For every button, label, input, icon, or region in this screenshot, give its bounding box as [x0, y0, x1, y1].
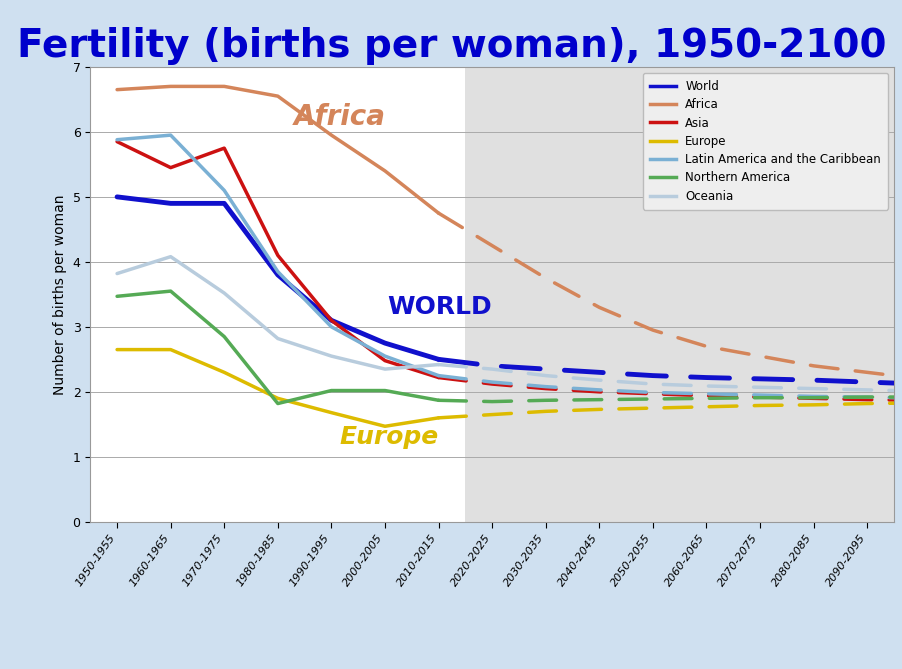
- Text: Fertility (births per woman), 1950-2100: Fertility (births per woman), 1950-2100: [17, 27, 885, 65]
- Bar: [465, 67, 893, 522]
- Legend: World, Africa, Asia, Europe, Latin America and the Caribbean, Northern America, : World, Africa, Asia, Europe, Latin Ameri…: [642, 73, 887, 210]
- Text: WORLD: WORLD: [387, 295, 492, 319]
- Text: Africa: Africa: [293, 104, 385, 131]
- Y-axis label: Number of births per woman: Number of births per woman: [53, 194, 67, 395]
- Text: Europe: Europe: [339, 425, 438, 449]
